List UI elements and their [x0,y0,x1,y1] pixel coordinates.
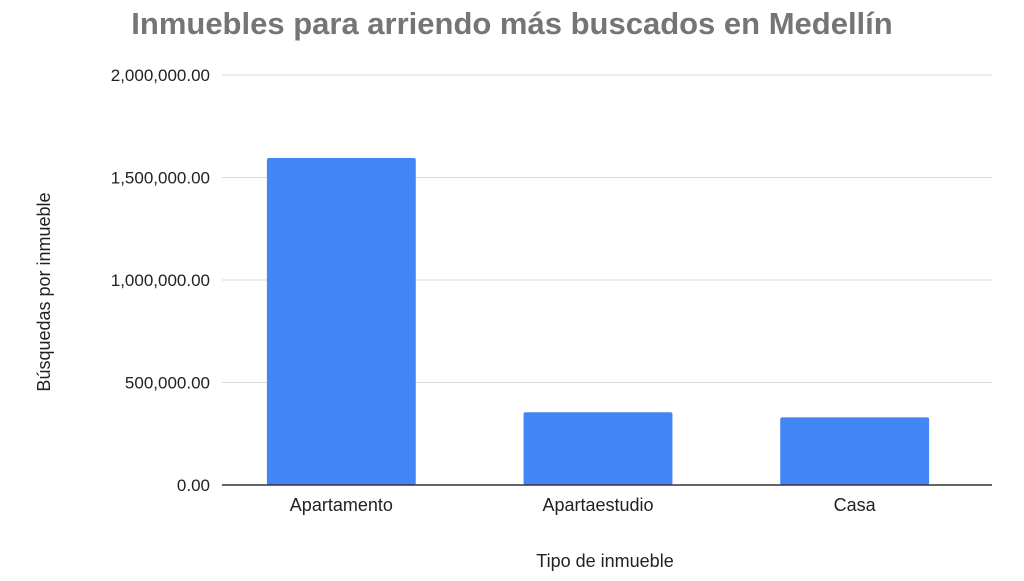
x-tick-labels: Apartamento Apartaestudio Casa [290,495,877,515]
y-axis-label: Búsquedas por inmueble [34,192,54,391]
bar [780,417,930,485]
y-tick-labels: 0.00 500,000.00 1,000,000.00 1,500,000.00 2,… [111,66,210,495]
y-tick-label: 1,000,000.00 [111,271,210,290]
x-tick-label: Apartamento [290,495,393,515]
bar [266,158,416,485]
y-tick-label: 1,500,000.00 [111,169,210,188]
y-tick-label: 2,000,000.00 [111,66,210,85]
bars [266,158,930,485]
chart-title: Inmuebles para arriendo más buscados en … [131,6,893,41]
bar [523,412,673,485]
x-tick-label: Casa [834,495,877,515]
y-tick-label: 500,000.00 [125,374,210,393]
x-axis-label: Tipo de inmueble [536,551,673,571]
x-tick-label: Apartaestudio [542,495,653,515]
y-tick-label: 0.00 [177,476,210,495]
